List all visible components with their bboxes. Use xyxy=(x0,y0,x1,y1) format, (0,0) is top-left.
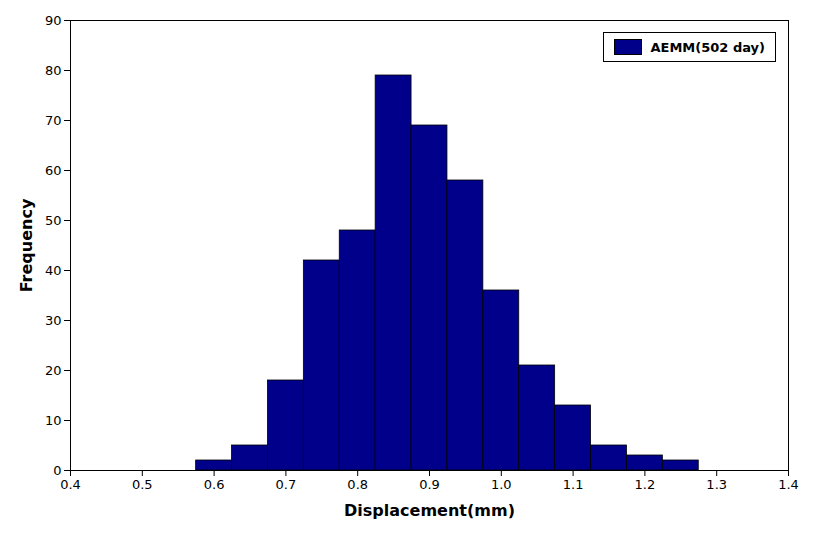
svg-text:0.9: 0.9 xyxy=(419,477,440,492)
svg-text:1.3: 1.3 xyxy=(706,477,727,492)
svg-text:Frequency: Frequency xyxy=(17,198,36,292)
svg-text:50: 50 xyxy=(45,213,62,228)
svg-text:20: 20 xyxy=(45,363,62,378)
svg-text:0.4: 0.4 xyxy=(60,477,81,492)
svg-text:80: 80 xyxy=(45,63,62,78)
svg-text:Displacement(mm): Displacement(mm) xyxy=(344,501,515,520)
svg-text:0.8: 0.8 xyxy=(347,477,368,492)
svg-text:0.5: 0.5 xyxy=(132,477,153,492)
svg-text:70: 70 xyxy=(45,113,62,128)
svg-text:1.2: 1.2 xyxy=(635,477,656,492)
svg-text:1.1: 1.1 xyxy=(563,477,584,492)
svg-text:60: 60 xyxy=(45,163,62,178)
svg-text:1.4: 1.4 xyxy=(778,477,799,492)
svg-text:90: 90 xyxy=(45,13,62,28)
svg-text:10: 10 xyxy=(45,413,62,428)
svg-text:30: 30 xyxy=(45,313,62,328)
svg-text:40: 40 xyxy=(45,263,62,278)
svg-text:1.0: 1.0 xyxy=(491,477,512,492)
svg-text:0.6: 0.6 xyxy=(204,477,225,492)
html-text:AEMM(502 day): AEMM(502 day) xyxy=(650,39,765,55)
svg-text:0.7: 0.7 xyxy=(276,477,297,492)
svg-text:0: 0 xyxy=(53,463,61,478)
